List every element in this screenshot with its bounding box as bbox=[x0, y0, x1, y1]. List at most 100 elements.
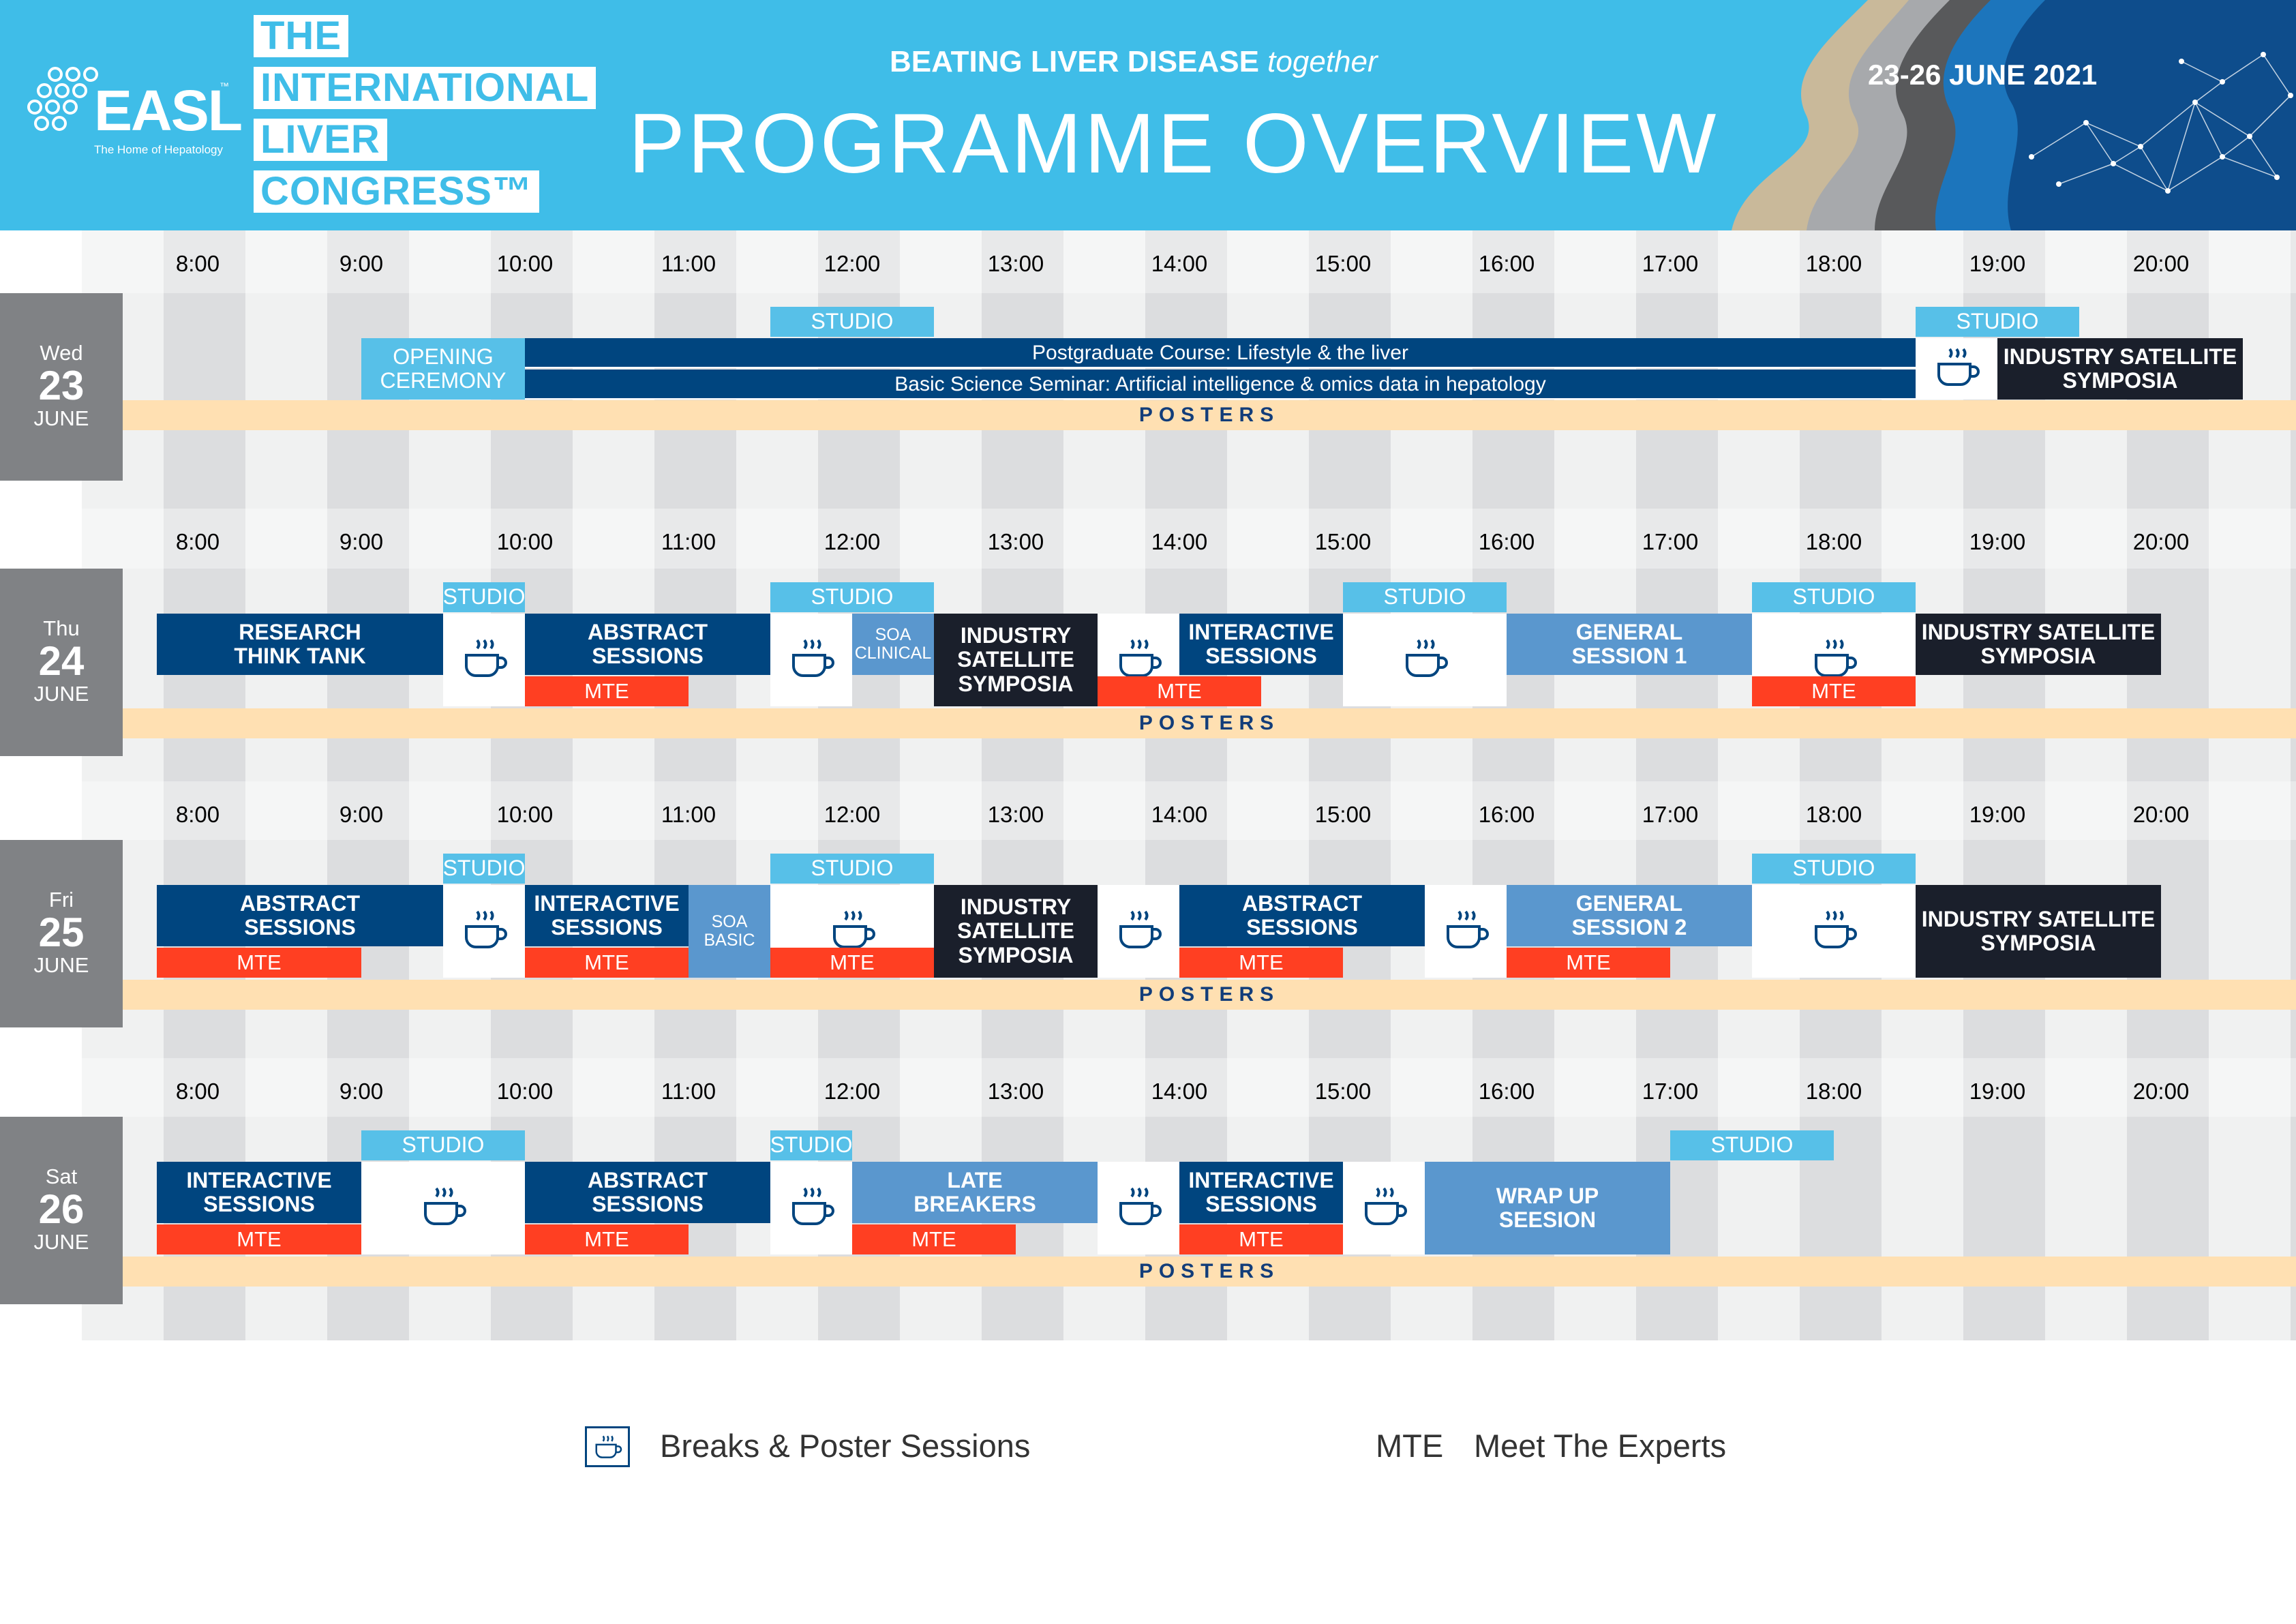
posters-bar: POSTERS bbox=[123, 1257, 2296, 1287]
time-label: 11:00 bbox=[661, 802, 716, 827]
grid-column-stripe bbox=[2291, 230, 2296, 1340]
time-label: 13:00 bbox=[987, 802, 1044, 827]
legend-mte-abbr: MTE bbox=[1376, 1428, 1444, 1464]
session-industry-satellite-1: INDUSTRY SATELLITE SYMPOSIA bbox=[934, 885, 1098, 978]
session-studio-4: STUDIO bbox=[1752, 582, 1916, 612]
posters-bar: POSTERS bbox=[123, 400, 2296, 430]
session-studio-1: STUDIO bbox=[361, 1130, 525, 1160]
session-break-1 bbox=[443, 614, 525, 706]
time-label: 20:00 bbox=[2132, 529, 2190, 554]
day-name: Sat bbox=[45, 1164, 78, 1188]
congress-line-2: INTERNATIONAL bbox=[254, 67, 596, 109]
day-number: 23 bbox=[38, 363, 85, 408]
session-industry-satellite-1: INDUSTRY SATELLITE SYMPOSIA bbox=[934, 614, 1098, 706]
time-label: 13:00 bbox=[987, 529, 1044, 554]
session-industry-satellite-2: INDUSTRY SATELLITE SYMPOSIA bbox=[1916, 614, 2161, 675]
time-label: 15:00 bbox=[1314, 529, 1372, 554]
time-label: 16:00 bbox=[1478, 529, 1535, 554]
tagline: BEATING LIVER DISEASE together bbox=[890, 45, 1378, 79]
coffee-cup-icon bbox=[595, 1435, 622, 1458]
time-label: 18:00 bbox=[1805, 1079, 1862, 1104]
time-label: 15:00 bbox=[1314, 802, 1372, 827]
session-abstract-sessions: ABSTRACT SESSIONS bbox=[525, 1162, 770, 1223]
time-label: 16:00 bbox=[1478, 251, 1535, 276]
session-late-breakers: LATE BREAKERS bbox=[852, 1162, 1098, 1223]
legend-breaks-label: Breaks & Poster Sessions bbox=[660, 1428, 1031, 1464]
time-label-band bbox=[0, 1058, 2296, 1117]
session-abstract-sessions: ABSTRACT SESSIONS bbox=[525, 614, 770, 675]
coffee-cup-icon bbox=[1365, 1187, 1407, 1225]
session-studio-3: STUDIO bbox=[1670, 1130, 1834, 1160]
time-label: 12:00 bbox=[824, 251, 881, 276]
day-tab-sat: Sat 26 JUNE bbox=[0, 1117, 123, 1304]
header-banner: EASL ™ The Home of Hepatology THE INTERN… bbox=[0, 0, 2296, 230]
time-label-band bbox=[0, 509, 2296, 569]
time-label: 14:00 bbox=[1151, 1079, 1208, 1104]
time-label: 15:00 bbox=[1314, 251, 1372, 276]
tagline-main: BEATING LIVER DISEASE bbox=[890, 45, 1259, 78]
time-label: 17:00 bbox=[1642, 529, 1699, 554]
session-mte-4: MTE bbox=[1179, 948, 1343, 978]
session-opening-ceremony: OPENING CEREMONY bbox=[361, 338, 525, 400]
session-studio-3: STUDIO bbox=[1752, 854, 1916, 884]
session-postgraduate-course: Postgraduate Course: Lifestyle & the liv… bbox=[525, 338, 1916, 368]
coffee-cup-icon bbox=[1119, 1187, 1162, 1225]
time-label: 8:00 bbox=[175, 251, 220, 276]
day-number: 26 bbox=[38, 1186, 85, 1232]
session-studio-2: STUDIO bbox=[770, 854, 934, 884]
session-break-1 bbox=[361, 1162, 525, 1254]
session-mte-1: MTE bbox=[157, 1224, 361, 1254]
time-label: 12:00 bbox=[824, 802, 881, 827]
easl-logo-subtitle: The Home of Hepatology bbox=[94, 143, 223, 156]
decorative-wave-graphic bbox=[1732, 0, 2296, 230]
congress-line-3: LIVER bbox=[254, 119, 387, 161]
time-label: 9:00 bbox=[339, 802, 384, 827]
time-label: 14:00 bbox=[1151, 802, 1208, 827]
coffee-cup-icon bbox=[1815, 910, 1857, 948]
session-studio-1: STUDIO bbox=[443, 854, 525, 884]
day-name: Thu bbox=[43, 616, 80, 640]
time-label: 19:00 bbox=[1969, 529, 2026, 554]
session-mte-3: MTE bbox=[1752, 676, 1916, 706]
legend-cup-box bbox=[585, 1426, 630, 1467]
session-soa-basic: SOA BASIC bbox=[689, 885, 770, 978]
day-month: JUNE bbox=[33, 682, 89, 706]
time-label: 10:00 bbox=[496, 1079, 554, 1104]
time-label: 8:00 bbox=[175, 529, 220, 554]
day-month: JUNE bbox=[33, 406, 89, 430]
time-label: 11:00 bbox=[661, 251, 716, 276]
session-general-session-2: GENERAL SESSION 2 bbox=[1507, 885, 1752, 946]
session-break-4 bbox=[1343, 1162, 1425, 1254]
session-industry-satellite-2: INDUSTRY SATELLITE SYMPOSIA bbox=[1916, 885, 2161, 978]
congress-line-1: THE bbox=[254, 15, 348, 57]
session-break-2 bbox=[770, 614, 852, 706]
session-studio-1: STUDIO bbox=[443, 582, 525, 612]
time-label: 16:00 bbox=[1478, 802, 1535, 827]
coffee-cup-icon bbox=[792, 639, 834, 677]
day-tab-wed: Wed 23 JUNE bbox=[0, 293, 123, 481]
session-break-4 bbox=[1425, 885, 1507, 978]
day-name: Fri bbox=[48, 888, 74, 912]
time-label: 17:00 bbox=[1642, 802, 1699, 827]
legend-mte-label: Meet The Experts bbox=[1474, 1428, 1727, 1464]
coffee-cup-icon bbox=[1119, 910, 1162, 948]
time-label: 10:00 bbox=[496, 529, 554, 554]
time-label: 19:00 bbox=[1969, 251, 2026, 276]
congress-line-4: CONGRESS™ bbox=[254, 170, 539, 213]
session-studio-2: STUDIO bbox=[1916, 307, 2079, 337]
day-tab-fri: Fri 25 JUNE bbox=[0, 840, 123, 1027]
time-label: 18:00 bbox=[1805, 251, 1862, 276]
day-month: JUNE bbox=[33, 953, 89, 977]
posters-bar: POSTERS bbox=[123, 708, 2296, 738]
session-wrap-up-session: WRAP UP SEESION bbox=[1425, 1162, 1670, 1254]
coffee-cup-icon bbox=[1815, 639, 1857, 677]
session-break-1 bbox=[443, 885, 525, 978]
time-label: 18:00 bbox=[1805, 529, 1862, 554]
time-label: 13:00 bbox=[987, 1079, 1044, 1104]
session-break-4 bbox=[1343, 614, 1507, 706]
session-industry-satellite: INDUSTRY SATELLITE SYMPOSIA bbox=[1997, 338, 2243, 400]
day-number: 25 bbox=[38, 909, 85, 955]
time-label: 13:00 bbox=[987, 251, 1044, 276]
time-label: 18:00 bbox=[1805, 802, 1862, 827]
